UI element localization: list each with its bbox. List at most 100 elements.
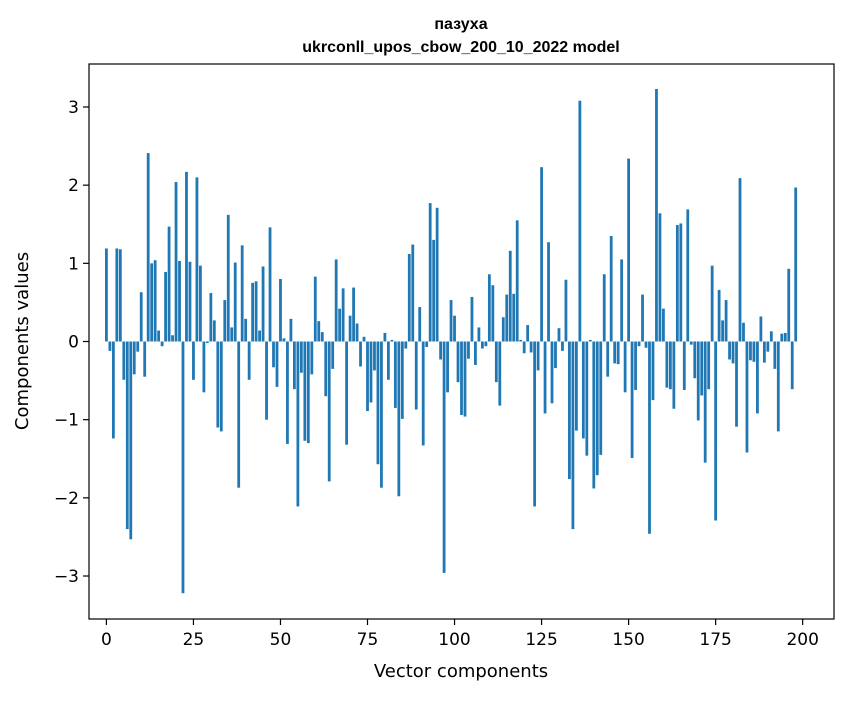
bar-component-198 [794,187,798,342]
bar-component-106 [474,341,477,365]
bar-component-176 [717,289,721,342]
bar-component-75 [366,341,369,412]
bar-component-107 [477,327,481,342]
x-tick-label: 50 [270,630,292,650]
bar-component-80 [383,332,387,342]
bar-component-119 [519,339,523,342]
bar-component-46 [265,341,268,420]
bar-component-74 [362,336,366,342]
x-tick-label: 200 [786,630,818,650]
bar-component-20 [174,182,178,342]
bar-component-97 [442,341,446,573]
bar-component-88 [411,244,415,342]
bar-component-69 [345,341,349,445]
bar-component-84 [397,341,401,497]
bar-component-66 [334,259,338,342]
bar-component-131 [561,341,564,351]
bar-component-41 [247,341,251,380]
bar-component-129 [554,341,557,369]
bar-component-64 [327,341,331,482]
y-axis-ticks: −3 −2 −1 0 1 2 3 [54,98,89,587]
bar-component-16 [160,341,164,347]
bar-component-60 [313,276,317,342]
bar-component-32 [216,341,220,428]
bar-component-61 [317,321,321,342]
bar-component-79 [380,341,383,488]
bar-component-71 [352,287,355,342]
bar-component-82 [390,339,394,342]
bar-component-12 [146,153,150,342]
bar-component-152 [634,341,637,390]
bar-component-138 [585,341,589,456]
bar-component-48 [272,341,275,368]
bar-component-171 [700,341,704,396]
bar-component-162 [668,341,672,390]
bar-component-125 [540,167,543,342]
bar-component-169 [693,341,697,379]
bar-component-18 [167,226,171,342]
bar-component-36 [230,327,234,342]
bar-component-170 [696,341,700,421]
bar-component-59 [310,341,314,375]
bar-component-47 [268,227,272,342]
bar-component-126 [543,341,547,414]
bar-component-168 [689,341,693,345]
bar-component-108 [481,341,484,349]
bar-component-185 [749,341,752,361]
bar-component-24 [188,261,192,342]
bar-component-159 [658,213,662,342]
bar-component-94 [432,239,436,342]
bar-component-98 [446,341,449,393]
bar-component-114 [501,317,505,342]
bar-component-68 [341,288,345,342]
bar-component-130 [557,328,561,342]
bar-component-109 [484,341,488,347]
bar-component-87 [407,253,411,342]
x-tick-label: 75 [357,630,379,650]
bar-component-22 [181,341,185,594]
bar-component-179 [728,341,731,360]
bar-component-77 [373,341,376,371]
x-tick-label: 100 [438,630,470,650]
bar-component-181 [735,341,738,427]
bar-component-102 [460,341,463,415]
bar-component-139 [588,339,592,342]
bar-component-21 [178,260,181,342]
bar-component-0 [105,248,108,342]
bar-component-180 [731,341,735,364]
bar-component-70 [348,315,352,342]
bar-component-137 [581,341,585,439]
bar-component-93 [428,203,432,342]
bar-component-132 [564,279,568,342]
bar-component-19 [171,335,174,342]
bar-component-197 [790,341,794,390]
bar-component-27 [199,265,202,342]
x-tick-label: 25 [183,630,205,650]
bar-component-115 [505,294,509,342]
bar-component-157 [651,341,655,401]
y-tick-label: −2 [54,489,79,509]
bar-component-9 [136,341,140,352]
bar-component-91 [421,341,425,446]
x-axis-label: Vector components [374,661,548,682]
bar-component-49 [275,341,279,387]
bar-component-178 [724,300,728,342]
bar-component-116 [508,250,512,342]
bar-component-17 [164,271,167,342]
bar-component-37 [233,262,237,342]
bar-component-190 [766,341,770,352]
bar-component-148 [620,259,624,342]
bar-component-141 [595,341,599,476]
bar-component-145 [609,235,613,342]
bar-component-118 [515,220,519,342]
bar-component-146 [613,341,617,364]
y-tick-label: 0 [68,333,79,353]
bar-component-63 [324,341,328,397]
bar-component-96 [439,341,443,360]
chart-title: пазуха [434,16,487,33]
bar-component-42 [251,282,255,342]
x-tick-label: 125 [525,630,557,650]
bar-component-31 [212,320,216,342]
bar-component-83 [393,341,397,408]
bar-component-133 [568,341,571,480]
